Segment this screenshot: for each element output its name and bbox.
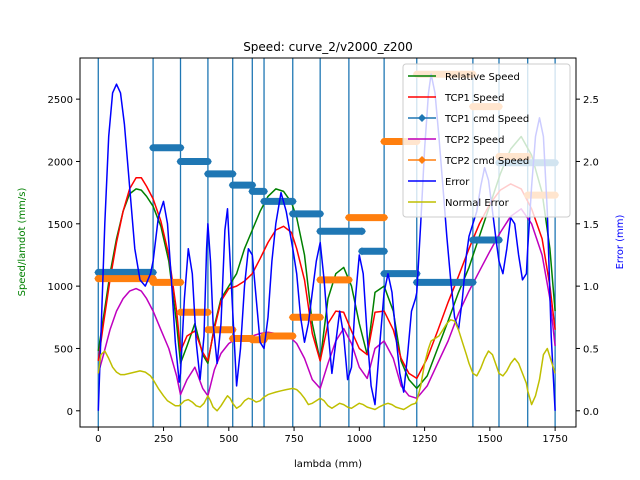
x-axis-label: lambda (mm) (294, 459, 362, 470)
tcp1-cmd-speed-marker-2-1 (203, 157, 212, 166)
tcp1-cmd-speed-marker-10-1 (412, 269, 421, 278)
legend-label-tcp2-speed: TCP2 Speed (444, 135, 504, 146)
tcp2-cmd-speed-marker-1-1 (176, 278, 185, 287)
tcp2-cmd-speed-marker-5-0 (248, 335, 257, 344)
legend-marker-tcp2-cmd-speed (418, 156, 426, 164)
legend-label-tcp1-speed: TCP1 Speed (444, 93, 504, 104)
tcp1-cmd-speed-marker-5-0 (248, 187, 257, 196)
tcp1-cmd-speed-marker-6-0 (260, 197, 269, 206)
tcp2-cmd-speed-marker-2-1 (203, 308, 212, 317)
tcp2-cmd-speed-marker-2-0 (176, 308, 185, 317)
y2-tick-label: 1.0 (583, 282, 599, 293)
y-tick-label: 2000 (48, 157, 73, 168)
tcp1-cmd-speed-marker-5-1 (260, 187, 269, 196)
tcp1-cmd-speed-marker-1-0 (149, 143, 158, 152)
tcp2-cmd-speed-marker-3-0 (203, 325, 212, 334)
x-tick-label: 750 (285, 434, 304, 445)
x-tick-label: 0 (95, 434, 101, 445)
x-tick-label: 1750 (542, 434, 567, 445)
tcp2-cmd-speed-marker-7-0 (288, 313, 297, 322)
tcp1-cmd-speed-marker-10-0 (380, 269, 389, 278)
y-tick-label: 1500 (48, 220, 73, 231)
plot-frame (79, 57, 577, 428)
chart-title: Speed: curve_2/v2000_z200 (243, 40, 413, 54)
x-tick-label: 250 (154, 434, 173, 445)
tcp1-cmd-speed-marker-2-0 (176, 157, 185, 166)
tcp1-cmd-speed-marker-7-0 (288, 209, 297, 218)
tcp1-cmd-speed-marker-8-1 (357, 227, 366, 236)
tcp1-cmd-speed-marker-4-0 (228, 181, 237, 190)
tcp1-cmd-speed-marker-6-1 (288, 197, 297, 206)
legend-label-normal-error: Normal Error (445, 198, 510, 209)
tcp1-cmd-speed-marker-3-1 (228, 169, 237, 178)
y2-tick-label: 2.0 (583, 157, 599, 168)
y2-tick-label: 1.5 (583, 220, 599, 231)
y2-tick-label: 0.0 (583, 407, 599, 418)
tcp2-cmd-speed-marker-8-1 (344, 275, 353, 284)
x-axis-ticks: 0 250 500 750 1000 1250 1500 1750 (95, 427, 568, 445)
tcp1-cmd-speed-marker-0-0 (94, 268, 103, 277)
tcp2-cmd-speed-marker-8-0 (316, 275, 325, 284)
y-axis-label-left: Speed/lamdot (mm/s) (17, 188, 28, 297)
legend-marker-tcp1-cmd-speed (418, 114, 426, 122)
legend-label-tcp2-cmd-speed: TCP2 cmd Speed (444, 156, 529, 167)
tcp2-cmd-speed-marker-7-1 (316, 313, 325, 322)
y-tick-label: 2500 (48, 95, 73, 106)
y-axis-label-right: Error (mm) (615, 214, 626, 269)
x-tick-label: 1250 (412, 434, 437, 445)
tcp1-cmd-speed-marker-7-1 (316, 209, 325, 218)
legend-label-relative-speed: Relative Speed (445, 72, 520, 83)
y-axis-ticks-left: 0 500 1000 1500 2000 2500 (48, 95, 80, 418)
tcp2-cmd-speed-marker-3-1 (228, 325, 237, 334)
legend-label-error: Error (445, 177, 470, 188)
y-axis-ticks-right: 0.0 0.5 1.0 1.5 2.0 2.5 (576, 95, 599, 418)
tcp1-cmd-speed-marker-9-0 (357, 247, 366, 256)
tcp1-cmd-speed-marker-1-1 (176, 143, 185, 152)
y2-tick-label: 2.5 (583, 95, 599, 106)
tcp1-speed-line (97, 176, 556, 380)
tcp1-cmd-speed-marker-12-0 (468, 236, 477, 245)
tcp1-cmd-speed-marker-4-1 (248, 181, 257, 190)
tcp2-cmd-speed-marker-1-0 (149, 278, 158, 287)
tcp2-cmd-speed-marker-0-0 (94, 274, 103, 283)
x-tick-label: 1500 (477, 434, 502, 445)
legend-box (402, 63, 571, 218)
tcp1-cmd-speed-marker-3-0 (203, 169, 212, 178)
legend-label-tcp1-cmd-speed: TCP1 cmd Speed (444, 114, 529, 125)
tcp2-cmd-speed-marker-10-0 (380, 137, 389, 146)
x-tick-label: 1000 (347, 434, 372, 445)
normal-error-line (97, 319, 556, 412)
tcp2-cmd-speed-marker-9-1 (380, 213, 389, 222)
y-tick-label: 500 (54, 344, 73, 355)
y-tick-label: 0 (67, 407, 73, 418)
tcp2-cmd-speed-marker-9-0 (344, 213, 353, 222)
tcp2-cmd-speed-marker-6-1 (288, 331, 297, 340)
x-tick-label: 500 (219, 434, 238, 445)
tcp1-cmd-speed-marker-8-0 (316, 227, 325, 236)
y2-tick-label: 0.5 (583, 344, 599, 355)
chart-legend: Relative Speed TCP1 Speed TCP1 cmd Speed TC… (402, 63, 571, 218)
tcp1-cmd-speed-marker-11-1 (468, 278, 477, 287)
y-tick-label: 1000 (48, 282, 73, 293)
tcp1-cmd-speed-marker-9-1 (380, 247, 389, 256)
